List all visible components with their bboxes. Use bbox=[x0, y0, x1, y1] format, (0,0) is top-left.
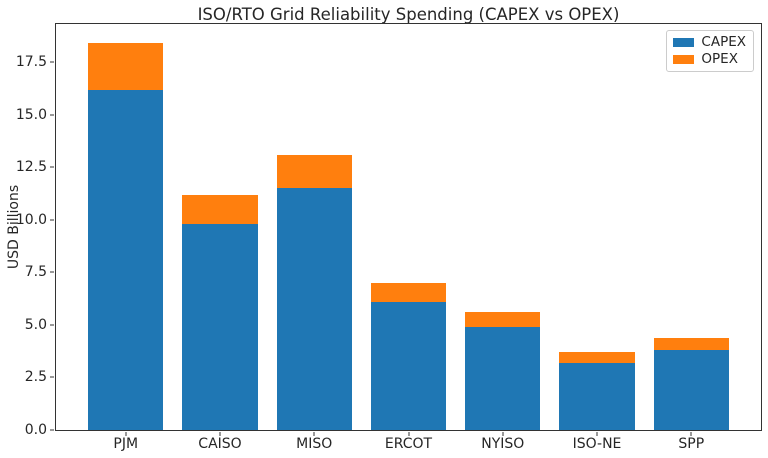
bar-capex-iso-ne bbox=[559, 362, 635, 430]
bar-capex-pjm bbox=[88, 89, 164, 430]
x-tick-label-miso: MISO bbox=[296, 436, 333, 452]
x-tick-mark-miso bbox=[313, 432, 315, 436]
legend: CAPEX OPEX bbox=[666, 30, 754, 72]
y-axis-ticks: 0.0 2.5 5.0 7.5 10.0 12.5 15.0 17.5 bbox=[16, 24, 761, 437]
chart-title: ISO/RTO Grid Reliability Spending (CAPEX… bbox=[197, 5, 620, 24]
y-tick-mark-0.0 bbox=[50, 429, 54, 431]
x-tick-mark-pjm bbox=[125, 432, 127, 436]
y-tick-label-7.5: 7.5 bbox=[24, 264, 47, 281]
y-tick-label-10.0: 10.0 bbox=[15, 211, 47, 228]
x-tick-label-iso-ne: ISO-NE bbox=[572, 436, 622, 452]
y-tick-mark-5.0 bbox=[50, 324, 54, 326]
x-tick-mark-nyiso bbox=[502, 432, 504, 436]
y-tick-mark-17.5 bbox=[50, 61, 54, 63]
legend-swatch-opex bbox=[673, 55, 695, 64]
legend-item-capex: CAPEX bbox=[673, 35, 746, 50]
x-tick-label-caiso: CAISO bbox=[198, 436, 242, 452]
y-tick-label-5.0: 5.0 bbox=[24, 316, 47, 333]
bar-capex-ercot bbox=[370, 301, 447, 430]
x-tick-label-ercot: ERCOT bbox=[384, 436, 433, 452]
x-tick-mark-spp bbox=[690, 432, 692, 436]
y-tick-label-12.5: 12.5 bbox=[15, 159, 47, 176]
y-tick-label-2.5: 2.5 bbox=[24, 369, 47, 386]
y-tick-label-0.0: 0.0 bbox=[24, 422, 47, 438]
y-tick-label-15.0: 15.0 bbox=[15, 106, 47, 123]
x-tick-label-pjm: PJM bbox=[113, 436, 139, 452]
y-tick-mark-10.0 bbox=[50, 219, 54, 221]
x-axis-ticks: PJM CAISO MISO ERCOT NYISO ISO-NE SPP bbox=[56, 24, 761, 451]
bar-capex-miso bbox=[276, 188, 352, 430]
x-tick-label-spp: SPP bbox=[678, 436, 705, 452]
bar-capex-caiso bbox=[182, 224, 258, 430]
x-tick-label-nyiso: NYISO bbox=[481, 436, 525, 452]
y-tick-mark-15.0 bbox=[50, 114, 54, 116]
x-tick-mark-iso-ne bbox=[596, 432, 598, 436]
bar-capex-spp bbox=[653, 350, 729, 430]
legend-label-capex: CAPEX bbox=[701, 33, 746, 50]
x-tick-mark-caiso bbox=[219, 432, 221, 436]
y-tick-mark-7.5 bbox=[50, 271, 54, 273]
bar-capex-nyiso bbox=[465, 327, 541, 430]
plot-area: 0.0 2.5 5.0 7.5 10.0 12.5 15.0 17.5 PJM CAISO MIS… bbox=[16, 23, 762, 451]
legend-swatch-capex bbox=[673, 38, 695, 47]
legend-label-opex: OPEX bbox=[701, 50, 738, 67]
legend-item-opex: OPEX bbox=[673, 52, 746, 67]
bars-group bbox=[56, 24, 761, 430]
y-tick-mark-12.5 bbox=[50, 166, 54, 168]
x-tick-mark-ercot bbox=[408, 432, 409, 436]
y-tick-mark-2.5 bbox=[50, 376, 54, 378]
y-tick-label-17.5: 17.5 bbox=[15, 54, 47, 71]
